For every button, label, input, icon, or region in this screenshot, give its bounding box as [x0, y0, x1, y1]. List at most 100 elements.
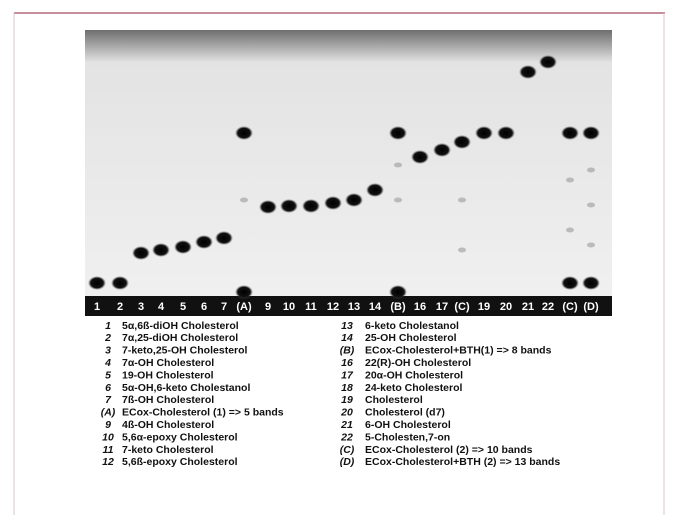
spot — [280, 199, 298, 213]
spot — [458, 197, 466, 203]
lane-label: (D) — [583, 301, 599, 313]
lane-label: 16 — [414, 301, 426, 313]
legend-text: 6-OH Cholesterol — [365, 419, 451, 431]
lane-label: 17 — [436, 301, 448, 313]
legend-number: 10 — [102, 431, 114, 443]
legend-number: 5 — [105, 369, 111, 381]
legend-number: 17 — [341, 369, 354, 381]
legend-text: 24-keto Cholesterol — [365, 382, 463, 394]
spot — [240, 197, 248, 203]
lane-label: 11 — [305, 301, 317, 313]
legend-text: Cholesterol (d7) — [365, 407, 445, 419]
lane-strip — [85, 296, 612, 316]
lane-label: (C) — [562, 301, 578, 313]
spot — [433, 143, 451, 157]
lane-label: 13 — [348, 301, 360, 313]
legend-number: 7 — [105, 394, 112, 406]
spot — [566, 227, 574, 233]
spot — [389, 126, 407, 140]
spot — [582, 276, 600, 290]
legend-number: 21 — [340, 419, 353, 431]
lane-label: 21 — [522, 301, 534, 313]
legend-text: 5α-OH,6-keto Cholestanol — [122, 382, 250, 394]
lane-label: 6 — [201, 301, 207, 313]
legend-number: 2 — [104, 332, 111, 344]
legend-text: Cholesterol — [365, 394, 423, 406]
lane-label: 4 — [158, 301, 165, 313]
legend-number: (B) — [340, 345, 355, 357]
spot — [497, 126, 515, 140]
legend-text: 7α-OH Cholesterol — [122, 357, 214, 369]
lane-label: 10 — [283, 301, 295, 313]
spot — [394, 162, 402, 168]
legend-text: 22(R)-OH Cholesterol — [365, 357, 471, 369]
legend-text: 5,6α-epoxy Cholesterol — [122, 431, 238, 443]
lane-label: 19 — [478, 301, 490, 313]
lane-label: 3 — [138, 301, 144, 313]
spot — [366, 183, 384, 197]
legend-number: 12 — [102, 456, 114, 468]
spot — [152, 243, 170, 257]
spot — [345, 193, 363, 207]
spot — [582, 126, 600, 140]
spot — [539, 55, 557, 69]
legend-number: 18 — [341, 382, 353, 394]
spot — [519, 65, 537, 79]
legend-text: ECox-Cholesterol+BTH(1) => 8 bands — [365, 345, 552, 357]
legend: 1 5α,6ß-diOH Cholesterol 2 7α,25-diOH Chole… — [101, 320, 561, 468]
lane-label: (A) — [236, 301, 252, 313]
lane-label: 20 — [500, 301, 512, 313]
lane-label: 14 — [369, 301, 382, 313]
spot — [561, 276, 579, 290]
spot — [458, 247, 466, 253]
lane-labels: 1 2 3 4 5 6 7 (A) 9 10 11 12 13 14 (B) 16 17 (C) 19 20 21 22(… — [94, 301, 599, 313]
spot — [475, 126, 493, 140]
spot — [302, 199, 320, 213]
spot — [259, 200, 277, 214]
legend-text: 7-keto Cholesterol — [122, 444, 214, 456]
legend-number: 3 — [105, 345, 111, 357]
legend-text: 7α,25-diOH Cholesterol — [122, 332, 238, 344]
spot — [215, 231, 233, 245]
legend-text: 25-OH Cholesterol — [365, 332, 457, 344]
legend-text: ECox-Cholesterol+BTH (2) => 13 bands — [365, 456, 560, 468]
spots — [88, 55, 600, 299]
lane-label: 12 — [327, 301, 339, 313]
spot — [587, 242, 595, 248]
lane-label: (B) — [390, 301, 406, 313]
legend-text: ECox-Cholesterol (1) => 5 bands — [122, 407, 284, 419]
spot — [453, 135, 471, 149]
legend-number: 4 — [104, 357, 111, 369]
spot — [132, 246, 150, 260]
legend-number: 14 — [341, 332, 353, 344]
lane-label: 1 — [94, 301, 100, 313]
spot — [411, 150, 429, 164]
legend-text: 5α,6ß-diOH Cholesterol — [122, 320, 239, 332]
legend-text: 20α-OH Cholesterol — [365, 369, 463, 381]
legend-number: 11 — [103, 444, 114, 456]
legend-text: 5,6ß-epoxy Cholesterol — [122, 456, 238, 468]
lane-label: 2 — [117, 301, 123, 313]
lane-label: (C) — [454, 301, 470, 313]
spot — [394, 197, 402, 203]
legend-text: 6-keto Cholestanol — [365, 320, 459, 332]
legend-number: 1 — [105, 320, 111, 332]
lane-label: 9 — [265, 301, 271, 313]
spot — [587, 167, 595, 173]
spot — [235, 285, 253, 299]
legend-number: 20 — [340, 407, 353, 419]
legend-number: 19 — [341, 394, 353, 406]
spot — [111, 276, 129, 290]
spot — [587, 202, 595, 208]
legend-text: 7-keto,25-OH Cholesterol — [122, 345, 248, 357]
legend-number: (D) — [340, 456, 355, 468]
legend-text: 7ß-OH Cholesterol — [122, 394, 214, 406]
spot — [88, 276, 106, 290]
legend-text: 4ß-OH Cholesterol — [122, 419, 214, 431]
legend-text: ECox-Cholesterol (2) => 10 bands — [365, 444, 533, 456]
spot — [174, 240, 192, 254]
legend-number: 13 — [341, 320, 353, 332]
spot — [235, 126, 253, 140]
legend-number: 22 — [340, 431, 353, 443]
